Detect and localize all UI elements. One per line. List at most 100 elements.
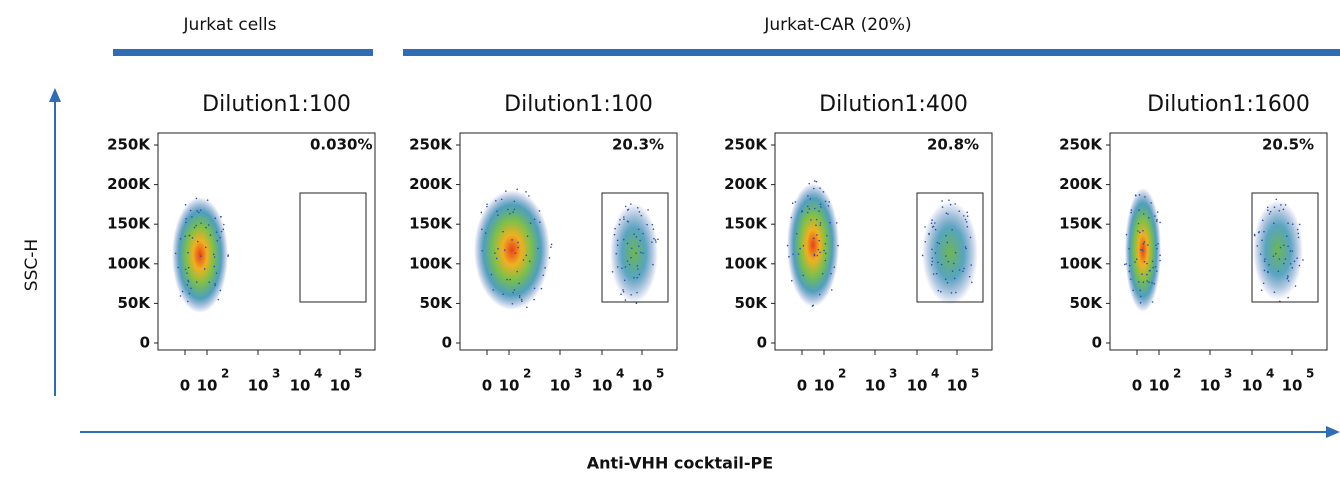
x-tick-label: 10: [248, 377, 269, 395]
x-tick-label: 10: [290, 377, 311, 395]
event-dot: [486, 203, 488, 205]
event-dot: [654, 239, 657, 241]
event-dot: [206, 199, 209, 201]
event-dot: [195, 281, 198, 283]
event-dot: [187, 279, 189, 282]
event-dot: [791, 202, 794, 205]
event-dot: [646, 223, 648, 226]
event-dot: [788, 255, 790, 258]
event-dot: [190, 287, 192, 290]
event-dot: [940, 263, 943, 266]
group-bar: [113, 49, 373, 56]
y-tick-label: 150K: [409, 215, 453, 233]
event-dot: [1132, 289, 1134, 292]
event-dot: [1146, 273, 1148, 276]
event-dot: [827, 205, 830, 207]
event-dot: [1263, 269, 1266, 272]
event-dot: [806, 211, 809, 214]
x-tick-label: 10: [592, 377, 613, 395]
event-dot: [186, 272, 188, 274]
x-arrowhead: [1326, 426, 1340, 438]
event-dot: [962, 270, 964, 273]
event-dot: [188, 234, 191, 237]
event-dot: [1156, 219, 1158, 221]
event-dot: [507, 208, 509, 211]
event-dot: [486, 205, 488, 208]
event-dot: [511, 239, 513, 241]
event-dot: [809, 198, 812, 200]
event-dot: [797, 253, 800, 255]
event-dot: [630, 256, 632, 259]
event-dot: [1286, 277, 1289, 280]
event-dot: [1287, 296, 1289, 299]
event-dot: [497, 214, 499, 217]
x-tick-label: 10: [1149, 377, 1170, 395]
event-dot: [802, 274, 805, 277]
event-dot: [964, 218, 967, 221]
event-dot: [820, 206, 822, 208]
event-dot: [1272, 255, 1275, 258]
event-dot: [819, 222, 822, 224]
event-dot: [630, 247, 633, 250]
x-tick-exponent: 5: [1306, 367, 1314, 381]
event-dot: [622, 290, 625, 293]
population: [172, 197, 228, 313]
event-dot: [642, 252, 644, 254]
event-dot: [647, 209, 649, 211]
event-dot: [818, 293, 821, 296]
event-dot: [533, 298, 535, 301]
event-dot: [1297, 236, 1300, 239]
event-dot: [937, 261, 939, 264]
event-dot: [544, 267, 546, 269]
event-dot: [1296, 257, 1298, 259]
event-dot: [1143, 241, 1146, 243]
x-axis-label: Anti-VHH cocktail-PE: [587, 454, 773, 473]
event-dot: [1284, 258, 1287, 260]
event-dot: [652, 263, 654, 266]
event-dot: [1267, 209, 1269, 212]
event-dot: [626, 242, 629, 245]
x-tick-label: 10: [197, 377, 218, 395]
gate-percent: 20.5%: [1262, 136, 1314, 154]
event-dot: [209, 234, 212, 236]
event-dot: [1291, 250, 1294, 252]
event-dot: [930, 222, 933, 224]
event-dot: [528, 195, 530, 197]
event-dot: [818, 239, 821, 242]
gate: [601, 192, 669, 303]
event-dot: [198, 211, 200, 214]
event-dot: [965, 221, 968, 223]
y-tick-label: 100K: [107, 254, 151, 272]
event-dot: [653, 237, 655, 240]
event-dot: [195, 197, 198, 200]
event-dot: [937, 289, 940, 292]
event-dot: [1139, 295, 1142, 298]
event-dot: [1262, 282, 1265, 285]
event-dot: [619, 218, 621, 221]
event-dot: [945, 234, 947, 237]
event-dot: [516, 270, 518, 273]
event-dot: [931, 260, 934, 263]
event-dot: [1291, 267, 1294, 269]
event-dot: [1141, 273, 1143, 276]
x-tick-exponent: 3: [574, 367, 582, 381]
event-dot: [965, 247, 967, 250]
event-dot: [828, 201, 830, 203]
event-dot: [518, 294, 521, 297]
event-dot: [958, 269, 961, 271]
event-dot: [1139, 289, 1141, 292]
x-tick-label: 10: [1242, 377, 1263, 395]
y-tick-label: 250K: [107, 136, 151, 154]
event-dot: [635, 252, 637, 254]
event-dot: [1154, 266, 1157, 268]
event-dot: [214, 284, 216, 287]
event-dot: [528, 260, 531, 263]
event-dot: [931, 226, 934, 228]
event-dot: [655, 241, 657, 243]
event-dot: [212, 253, 215, 256]
event-dot: [817, 248, 820, 251]
event-dot: [505, 190, 507, 192]
plot-frame: [774, 132, 993, 351]
event-dot: [640, 251, 642, 254]
event-dot: [184, 235, 186, 238]
